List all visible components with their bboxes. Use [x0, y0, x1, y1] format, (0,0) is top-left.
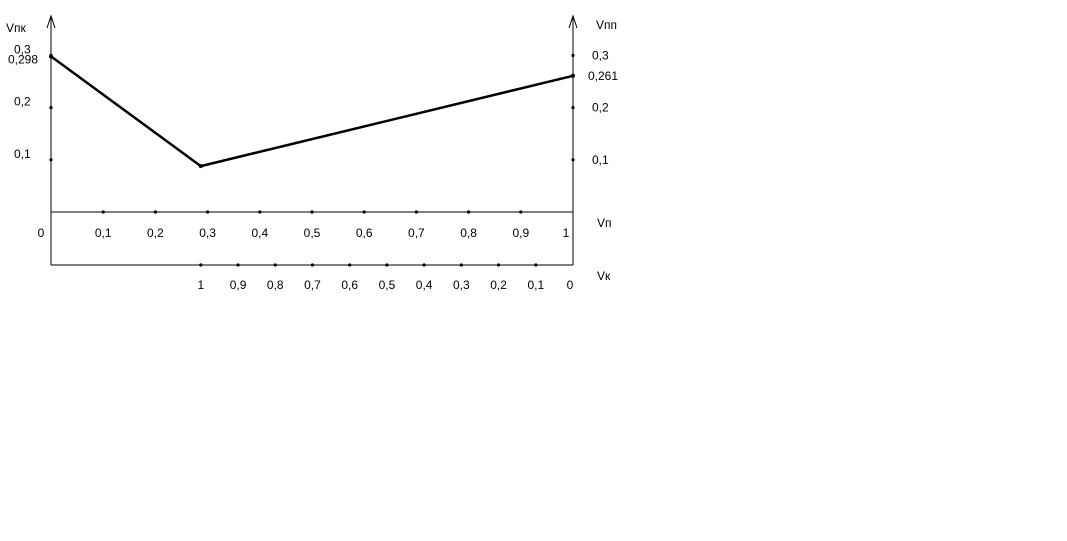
- vp-axis-tick: [519, 210, 523, 214]
- vp-axis-tick: [414, 210, 418, 214]
- vp-axis-tick: [206, 210, 210, 214]
- right-axis-tick-label: 0,2: [592, 101, 609, 115]
- right-axis-arrow: [568, 14, 578, 29]
- right-axis-tick-label: 0,3: [592, 48, 609, 62]
- vk-axis-tick-label: 1: [197, 278, 204, 292]
- vk-axis-tick: [273, 263, 277, 267]
- vp-axis-tick-label: 0,1: [95, 226, 112, 240]
- data-point: [198, 164, 203, 169]
- vp-axis-tick: [258, 210, 262, 214]
- vk-axis-tick-label: 0,8: [267, 278, 284, 292]
- vk-axis-tick: [422, 263, 426, 267]
- vp-axis-tick-label: 0,7: [408, 226, 425, 240]
- vk-axis-tick-label: 0,4: [416, 278, 433, 292]
- vp-axis-tick-label: 0,5: [304, 226, 321, 240]
- vk-axis-tick-label: 0,5: [379, 278, 396, 292]
- vk-axis-tick: [459, 263, 463, 267]
- vk-axis-tick-label: 0,9: [230, 278, 247, 292]
- left-axis-tick-label: 0,1: [14, 147, 31, 161]
- left-axis-arrow: [46, 14, 56, 29]
- vk-axis-tick-label: 0,6: [341, 278, 358, 292]
- vk-axis-tick-label: 0: [567, 278, 574, 292]
- data-point: [49, 54, 53, 59]
- vk-axis-label: Vк: [597, 269, 611, 283]
- left-axis-label: Vпк: [6, 21, 27, 35]
- vk-axis-tick: [496, 263, 501, 267]
- vp-axis-tick-label: 0,6: [356, 226, 373, 240]
- vp-axis-label: Vп: [597, 216, 612, 230]
- left-axis-tick-label: 0,2: [14, 95, 31, 109]
- left-value-label: 0,298: [8, 52, 38, 66]
- vp-axis-tick-label: 0,2: [147, 226, 164, 240]
- vp-axis-tick: [362, 210, 366, 214]
- left-axis-tick-label: 0,3: [14, 42, 31, 56]
- vp-axis-tick: [467, 210, 471, 214]
- vp-axis-tick-label: 0: [38, 226, 45, 240]
- vk-axis-tick-label: 0,7: [304, 278, 321, 292]
- vp-axis-tick-label: 1: [563, 226, 570, 240]
- series-line: [50, 55, 574, 168]
- right-value-label: 0,261: [588, 69, 618, 83]
- vk-axis-tick: [534, 263, 538, 267]
- series: [49, 54, 575, 169]
- vk-axis-tick-label: 0,1: [527, 278, 544, 292]
- right-axis-label: Vпп: [596, 18, 617, 32]
- vk-axis-tick: [236, 263, 240, 267]
- vp-axis-tick-label: 0,4: [251, 226, 268, 240]
- right-axis-tick: [571, 106, 575, 110]
- vp-axis-tick: [153, 210, 157, 214]
- right-axis-tick: [571, 158, 575, 162]
- vk-axis-tick: [199, 263, 203, 267]
- vk-axis-tick: [310, 263, 315, 267]
- left-axis-tick: [49, 158, 53, 162]
- vk-axis-tick-label: 0,2: [490, 278, 507, 292]
- right-axis-tick-label: 0,1: [592, 153, 609, 167]
- vp-axis-tick-label: 0,3: [199, 226, 216, 240]
- vp-axis-tick-label: 0,9: [512, 226, 529, 240]
- vp-axis-tick-label: 0,8: [460, 226, 477, 240]
- vk-axis-tick-label: 0,3: [453, 278, 470, 292]
- data-point: [571, 73, 575, 78]
- vk-axis-tick: [348, 263, 352, 267]
- vp-axis-tick: [101, 210, 105, 214]
- vk-axis-tick: [385, 263, 389, 267]
- left-axis-tick: [49, 106, 53, 110]
- right-axis-tick: [571, 53, 575, 58]
- tick-marks: [49, 53, 575, 267]
- vp-axis-tick: [310, 210, 314, 214]
